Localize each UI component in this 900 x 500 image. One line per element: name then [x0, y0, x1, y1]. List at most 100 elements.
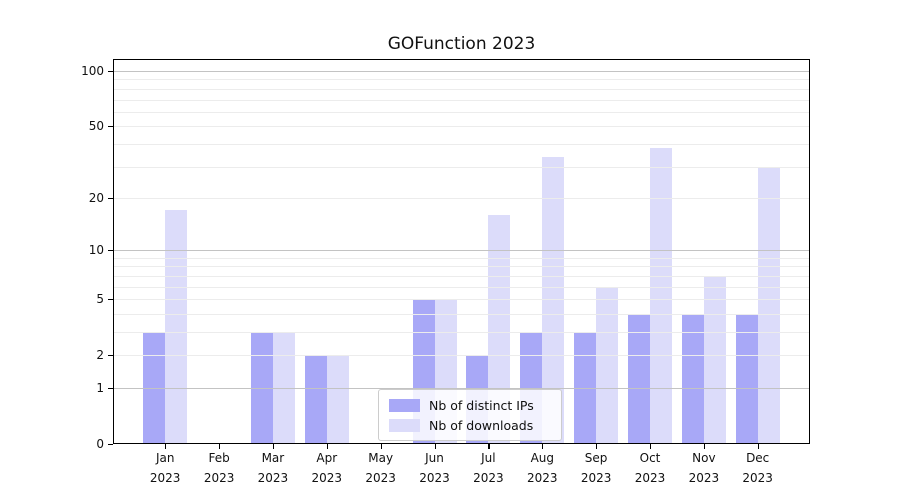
legend-row-distinct-ips: Nb of distinct IPs — [389, 398, 551, 413]
gridline-minor — [113, 166, 810, 168]
gridline-minor — [113, 99, 810, 101]
y-tick-mark — [108, 355, 113, 357]
x-tick-month: Nov — [692, 451, 716, 465]
x-tick-label: Aug 2023 — [512, 448, 572, 488]
x-tick-year: 2023 — [527, 471, 558, 485]
y-tick-label: 5 — [96, 292, 104, 307]
x-tick-label: Feb 2023 — [189, 448, 249, 488]
y-tick-label: 10 — [88, 243, 104, 258]
plot-area — [113, 59, 810, 444]
x-tick-year: 2023 — [311, 471, 343, 485]
x-tick-mark — [380, 444, 382, 449]
chart-title: GOFunction 2023 — [387, 34, 536, 54]
x-tick-label: Sep 2023 — [566, 448, 626, 488]
legend: Nb of distinct IPs Nb of downloads — [378, 389, 562, 441]
x-tick-mark — [757, 444, 759, 449]
x-tick-year: 2023 — [419, 471, 450, 485]
legend-swatch-downloads — [389, 418, 420, 432]
gridline-minor — [113, 332, 810, 333]
x-tick-year: 2023 — [634, 471, 666, 485]
x-tick-month: Dec — [746, 451, 770, 465]
bar-downloads — [757, 166, 780, 444]
y-tick-mark — [108, 71, 113, 73]
x-tick-year: 2023 — [203, 471, 235, 485]
bar-downloads — [542, 156, 565, 444]
legend-row-downloads: Nb of downloads — [389, 418, 551, 433]
x-tick-month: Sep — [584, 451, 608, 465]
x-tick-year: 2023 — [149, 471, 181, 485]
gridline-major — [113, 388, 810, 389]
gridline-major — [113, 250, 810, 252]
x-tick-label: Jul 2023 — [458, 448, 518, 488]
bar-distinct-ips — [681, 313, 704, 444]
gridline-minor — [113, 266, 810, 268]
bar-distinct-ips — [628, 313, 650, 444]
x-tick-month: Feb — [208, 451, 230, 465]
gridline-major — [113, 71, 810, 72]
bar-downloads — [703, 275, 726, 444]
x-tick-mark — [326, 444, 328, 449]
x-tick-label: Jan 2023 — [135, 448, 195, 488]
y-tick-label: 1 — [96, 381, 104, 395]
gridline-minor — [113, 257, 810, 259]
gridline-minor — [113, 126, 810, 128]
x-tick-mark — [434, 444, 436, 449]
bar-downloads — [650, 147, 672, 444]
y-tick-label: 50 — [88, 119, 104, 134]
x-tick-month: Jun — [425, 451, 444, 465]
bar-downloads — [596, 286, 619, 444]
y-tick-mark — [108, 299, 113, 301]
x-tick-label: Apr 2023 — [297, 448, 357, 488]
gridline-minor — [113, 275, 810, 277]
x-tick-mark — [165, 444, 167, 449]
legend-label-distinct-ips: Nb of distinct IPs — [429, 397, 534, 413]
gridline-minor — [113, 111, 810, 113]
legend-swatch-distinct-ips — [389, 398, 420, 412]
gridline-minor — [113, 143, 810, 145]
y-tick-mark — [108, 444, 113, 446]
x-tick-label: Mar 2023 — [243, 448, 303, 488]
gridline-minor — [113, 79, 810, 81]
gridline-minor — [113, 88, 810, 90]
bar-downloads — [488, 215, 511, 444]
gridline-minor — [113, 355, 810, 357]
x-tick-label: Nov 2023 — [674, 448, 734, 488]
x-tick-mark — [596, 444, 598, 449]
x-tick-label: May 2023 — [351, 448, 411, 488]
x-tick-month: Mar — [261, 451, 285, 465]
x-tick-mark — [272, 444, 275, 449]
x-tick-month: Aug — [530, 451, 555, 465]
x-tick-month: Oct — [639, 451, 661, 465]
x-tick-year: 2023 — [257, 471, 289, 485]
bar-distinct-ips — [304, 355, 327, 444]
y-tick-mark — [108, 250, 113, 252]
gridline-minor — [113, 299, 810, 301]
x-tick-month: Apr — [316, 451, 338, 465]
x-tick-mark — [542, 444, 544, 449]
gridline-minor — [113, 313, 810, 315]
y-tick-mark — [108, 388, 113, 390]
gridline-minor — [113, 286, 810, 288]
x-tick-mark — [703, 444, 706, 449]
x-tick-month: May — [368, 451, 394, 465]
x-tick-mark — [219, 444, 221, 449]
x-tick-mark — [650, 444, 652, 449]
x-tick-year: 2023 — [580, 471, 612, 485]
bar-distinct-ips — [735, 313, 758, 444]
legend-label-downloads: Nb of downloads — [429, 417, 534, 433]
y-tick-mark — [108, 197, 113, 200]
y-tick-label: 100 — [81, 64, 104, 78]
x-tick-month: Jan — [155, 451, 175, 465]
grid-layer — [113, 59, 810, 444]
y-tick-label: 2 — [96, 348, 104, 363]
x-tick-label: Jun 2023 — [405, 448, 465, 488]
x-tick-year: 2023 — [473, 471, 504, 485]
x-tick-label: Oct 2023 — [620, 448, 680, 488]
x-tick-label: Dec 2023 — [728, 448, 788, 488]
y-tick-label: 0 — [96, 437, 104, 451]
bar-downloads — [165, 210, 188, 444]
y-tick-mark — [108, 126, 113, 128]
x-tick-year: 2023 — [742, 471, 773, 485]
bar-downloads — [326, 355, 349, 444]
